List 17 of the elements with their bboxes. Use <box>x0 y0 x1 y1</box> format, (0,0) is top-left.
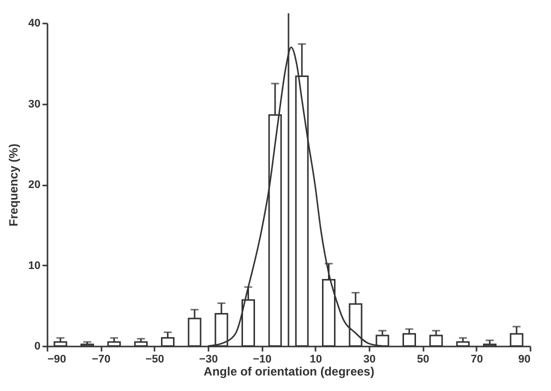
x-tick-label: −70 <box>92 354 111 366</box>
x-tick-label: 30 <box>363 354 376 366</box>
y-tick-label: 10 <box>28 260 40 272</box>
x-tick-label: −10 <box>252 354 272 366</box>
y-tick-label: 40 <box>28 18 40 30</box>
y-tick-label: 0 <box>34 340 40 352</box>
x-tick-label: −30 <box>199 354 218 366</box>
y-tick-label: 20 <box>28 179 40 191</box>
x-tick-label: 90 <box>518 354 530 366</box>
x-tick-label: −90 <box>48 354 66 366</box>
x-axis-title: Angle of orientation (degrees) <box>204 364 374 378</box>
y-tick-label: 30 <box>28 98 40 110</box>
x-tick-label: −50 <box>145 354 164 366</box>
x-tick-label: 50 <box>417 354 430 366</box>
y-axis-title: Frequency (%) <box>6 144 20 226</box>
x-tick-label: 10 <box>310 354 322 366</box>
x-tick-label: 70 <box>470 354 483 366</box>
